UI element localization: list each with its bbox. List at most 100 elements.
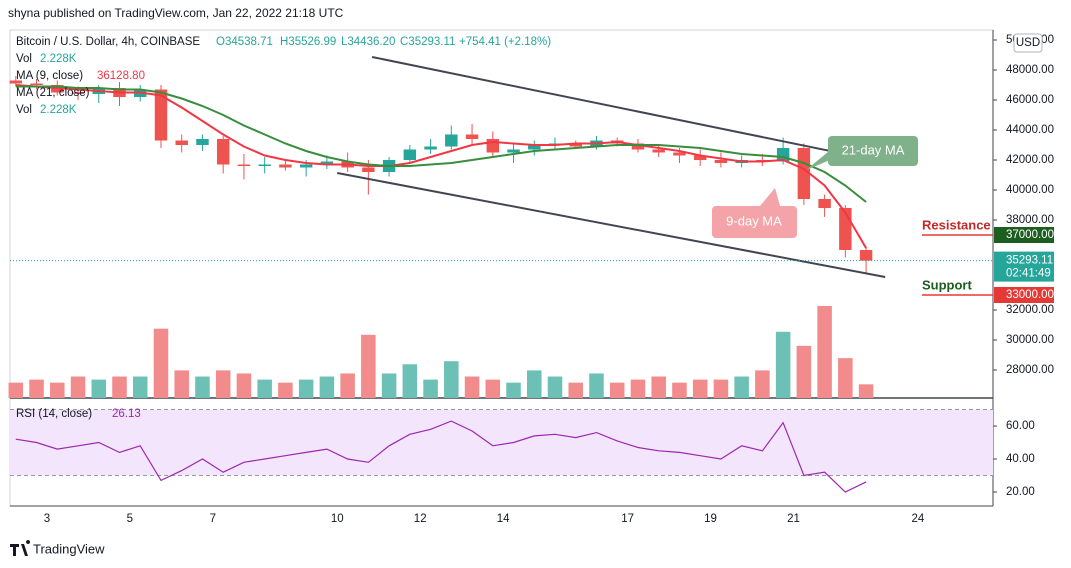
candle-body bbox=[693, 155, 707, 161]
candle-body bbox=[9, 80, 23, 84]
volume-bar bbox=[215, 370, 231, 398]
y-tick-label: 30000.00 bbox=[1006, 334, 1054, 346]
price-label: 35293.11 bbox=[1006, 255, 1053, 267]
volume-bar bbox=[236, 373, 252, 398]
annotation-pointer bbox=[760, 188, 780, 206]
volume-bar bbox=[858, 384, 874, 398]
moving-average bbox=[15, 84, 867, 249]
x-tick-label: 7 bbox=[210, 513, 216, 525]
volume-bar bbox=[402, 364, 418, 398]
annotation-box bbox=[828, 136, 918, 166]
volume-bar bbox=[734, 376, 749, 398]
volume-bar bbox=[713, 379, 729, 398]
x-tick-label: 21 bbox=[787, 513, 800, 525]
published-line: shyna published on TradingView.com, Jan … bbox=[8, 6, 344, 20]
candle-body bbox=[507, 149, 520, 153]
volume-bar bbox=[838, 358, 853, 398]
ohlc-close: C35293.11 bbox=[400, 36, 455, 48]
rsi-tick-label: 20.00 bbox=[1006, 486, 1035, 498]
volume-bar bbox=[278, 382, 293, 398]
currency-label[interactable]: USD bbox=[1016, 37, 1040, 49]
volume-bar bbox=[485, 379, 501, 398]
volume-bar bbox=[50, 382, 65, 398]
candle-body bbox=[652, 149, 665, 153]
volume-bar bbox=[8, 382, 24, 398]
rsi-tick-label: 40.00 bbox=[1006, 453, 1035, 465]
volume-bar bbox=[91, 379, 107, 398]
volume-bar bbox=[651, 376, 666, 398]
candle-body bbox=[30, 83, 43, 86]
y-tick-label: 32000.00 bbox=[1006, 304, 1054, 316]
candle-body bbox=[320, 161, 334, 165]
level-box bbox=[994, 286, 1054, 303]
candle-body bbox=[631, 143, 645, 150]
x-tick-label: 12 bbox=[414, 513, 427, 525]
volume-bar bbox=[132, 376, 148, 398]
candle-body bbox=[528, 145, 541, 150]
volume-bar bbox=[340, 373, 355, 398]
ohlc-change: +754.41 (+2.18%) bbox=[459, 36, 551, 48]
brand-logo bbox=[10, 540, 31, 556]
volume-bar bbox=[361, 334, 376, 398]
rsi-line bbox=[15, 420, 867, 493]
x-tick-label: 10 bbox=[331, 513, 344, 525]
symbol: Bitcoin / U.S. Dollar, 4h, COINBASE bbox=[16, 36, 200, 48]
volume-bar bbox=[817, 306, 832, 398]
volume-bar bbox=[29, 379, 44, 398]
candle-body bbox=[797, 148, 811, 200]
candle-body bbox=[673, 152, 686, 156]
volume-bar bbox=[174, 370, 189, 398]
rsi-value: 26.13 bbox=[112, 408, 141, 420]
y-tick-label: 46000.00 bbox=[1006, 94, 1054, 106]
y-tick-label: 42000.00 bbox=[1006, 154, 1054, 166]
volume-bar bbox=[444, 361, 459, 398]
x-tick-label: 17 bbox=[621, 513, 634, 525]
currency-button[interactable] bbox=[1013, 33, 1043, 53]
volume-bar bbox=[547, 376, 563, 398]
x-tick-label: 5 bbox=[127, 513, 133, 525]
volume-bar bbox=[70, 376, 86, 398]
candle-body bbox=[154, 89, 168, 141]
y-tick-label: 44000.00 bbox=[1006, 124, 1054, 136]
vol-value: 2.228K bbox=[40, 53, 77, 65]
annotation-text: 21-day MA bbox=[842, 142, 905, 157]
candle-body bbox=[196, 139, 209, 146]
volume-bar bbox=[381, 373, 397, 398]
candle-body bbox=[258, 164, 271, 167]
candle-body bbox=[424, 146, 437, 150]
candle-body bbox=[279, 164, 292, 168]
candle-body bbox=[714, 160, 728, 164]
ma9-value: 36128.80 bbox=[97, 70, 145, 82]
rsi-label: RSI (14, close) bbox=[16, 408, 92, 420]
vol2-label: Vol bbox=[16, 104, 32, 116]
annotation-text: 9-day MA bbox=[726, 213, 782, 228]
candle-body bbox=[71, 92, 85, 95]
annotation-pointer bbox=[806, 152, 830, 170]
candle-body bbox=[362, 167, 375, 173]
price-label-box bbox=[994, 251, 1054, 282]
candle-body bbox=[299, 164, 313, 168]
x-tick-label: 3 bbox=[44, 513, 50, 525]
candle-body bbox=[403, 149, 417, 161]
ma9-label: MA (9, close) bbox=[16, 70, 83, 82]
rsi-band bbox=[10, 409, 993, 476]
candle-body bbox=[818, 199, 831, 209]
volume-bar bbox=[589, 373, 604, 398]
level-name: Support bbox=[922, 277, 972, 292]
x-tick-label: 24 bbox=[912, 513, 925, 525]
y-tick-label: 28000.00 bbox=[1006, 364, 1054, 376]
trendline bbox=[371, 56, 899, 166]
countdown: 02:41:49 bbox=[1006, 268, 1051, 280]
ohlc-open: O34538.71 bbox=[216, 36, 273, 48]
volume-bar bbox=[609, 382, 625, 398]
level-label: 37000.00 bbox=[1006, 229, 1054, 241]
candle-body bbox=[175, 140, 188, 146]
ohlc-high: H35526.99 bbox=[280, 36, 336, 48]
volume-bar bbox=[568, 382, 584, 398]
volume-bar bbox=[755, 370, 770, 398]
volume-bar bbox=[506, 382, 521, 398]
annotation-box bbox=[712, 206, 797, 238]
vol-label: Vol bbox=[16, 53, 32, 65]
volume-bar bbox=[153, 328, 169, 398]
candle-body bbox=[445, 134, 458, 147]
